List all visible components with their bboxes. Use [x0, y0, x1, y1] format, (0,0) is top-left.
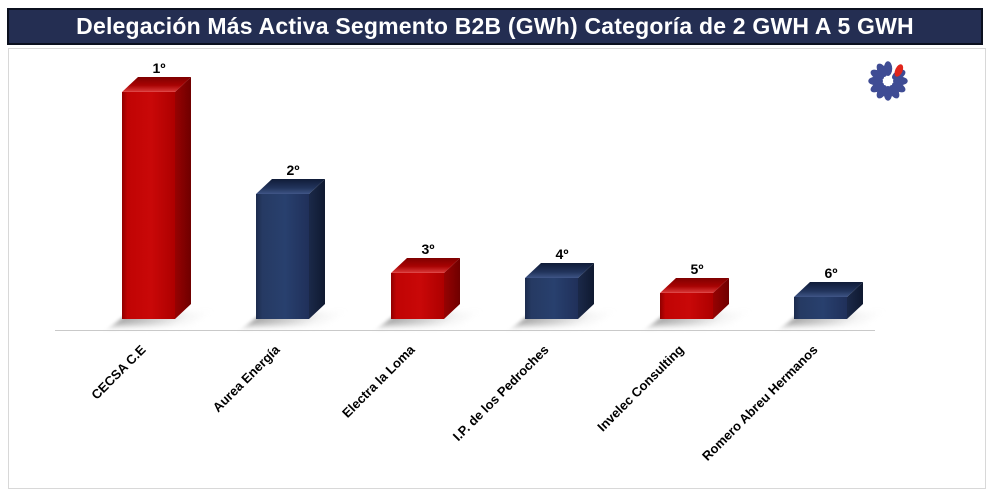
bar-2-side-face [309, 179, 325, 319]
rank-label-3: 3º [421, 241, 435, 257]
bar-6-front-face [794, 297, 847, 319]
bar-1-side-face [175, 77, 191, 319]
category-label-4: I.P. de los Pedroches [449, 342, 552, 444]
category-axis-line [55, 330, 875, 331]
bar-2-front-face [256, 194, 309, 319]
category-label-1: CECSA C.E [88, 342, 149, 403]
category-label-5: Invelec Consulting [594, 342, 687, 435]
rank-label-2: 2º [286, 162, 300, 178]
chart-title-bar: Delegación Más Activa Segmento B2B (GWh)… [7, 8, 983, 45]
flower-icon [868, 61, 908, 101]
bar-1-front-face [122, 92, 175, 319]
rank-label-4: 4º [555, 246, 569, 262]
rank-label-5: 5º [690, 261, 704, 277]
rank-label-6: 6º [824, 265, 838, 281]
bar-4-front-face [525, 278, 578, 319]
bar-3-front-face [391, 273, 444, 319]
category-label-2: Aurea Energía [209, 342, 283, 415]
chart-title: Delegación Más Activa Segmento B2B (GWh)… [76, 13, 914, 39]
category-label-3: Electra la Loma [339, 342, 418, 421]
category-label-6: Romero Abreu Hermanos [698, 342, 821, 464]
bar-5-front-face [660, 293, 713, 319]
rank-label-1: 1º [152, 60, 166, 76]
